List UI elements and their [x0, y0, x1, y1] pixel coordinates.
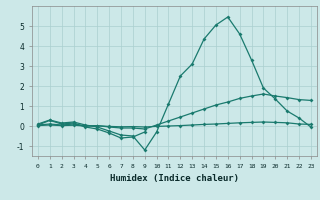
X-axis label: Humidex (Indice chaleur): Humidex (Indice chaleur)	[110, 174, 239, 183]
